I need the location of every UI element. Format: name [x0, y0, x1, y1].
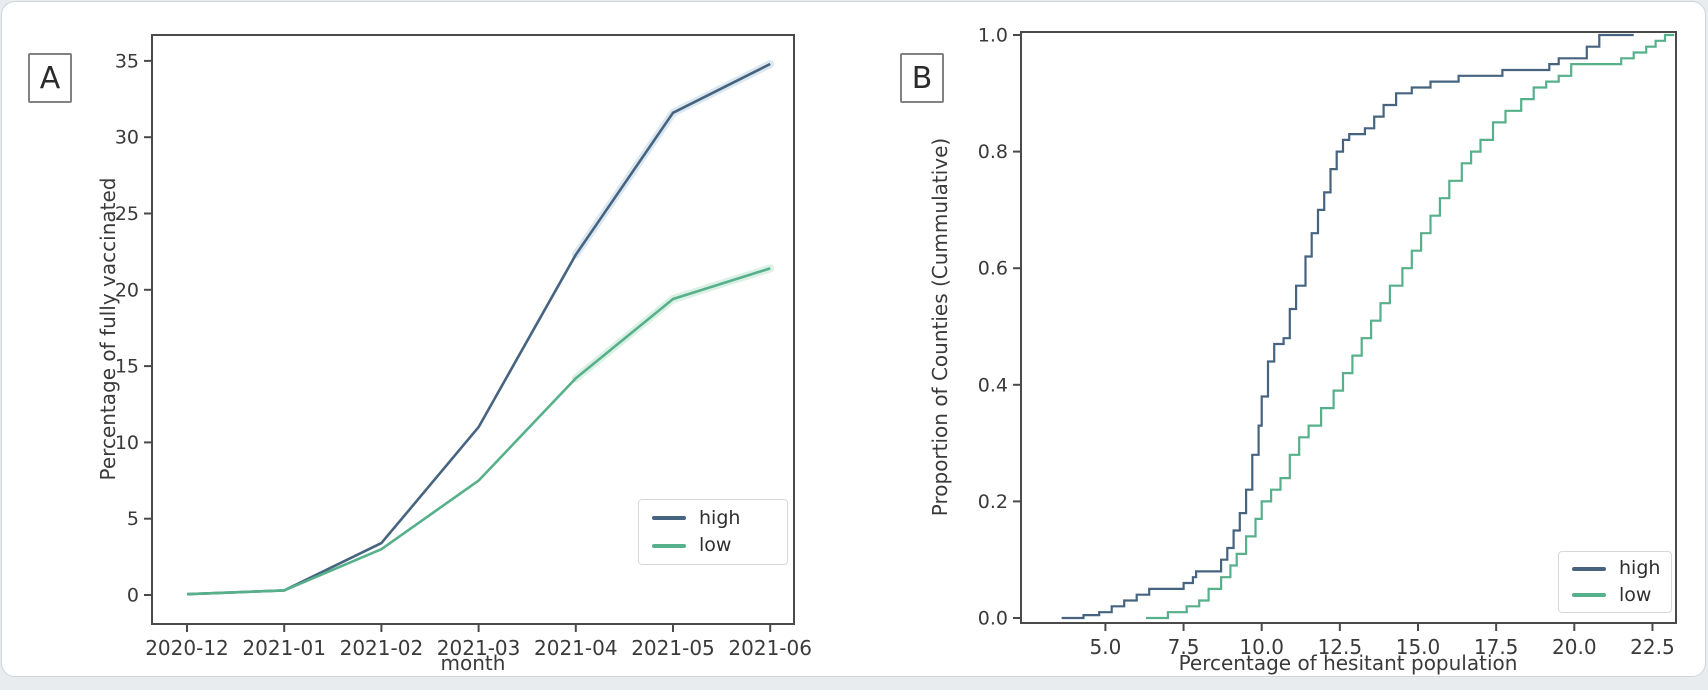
panel-a-tag: A	[28, 53, 72, 103]
panel-b: B 0.0 0.2 0.4 0.6 0.8 1.0 5.0 7.5 10.0 12.5 15.0 17…	[856, 2, 1705, 676]
svg-text:0.6: 0.6	[978, 258, 1008, 280]
svg-text:22.5: 22.5	[1630, 635, 1675, 659]
svg-text:2021-03: 2021-03	[437, 636, 521, 660]
y-axis: 0.0 0.2 0.4 0.6 0.8 1.0	[978, 25, 1021, 630]
low-confidence-band	[571, 264, 775, 383]
panel-b-x-axis-title: Percentage of hesitant population	[1178, 651, 1518, 675]
panel-a-x-axis-title: month	[440, 651, 506, 675]
legend-item-low: low	[639, 536, 787, 555]
high-line-swatch	[652, 516, 686, 520]
svg-text:2021-01: 2021-01	[242, 636, 326, 660]
svg-text:17.5: 17.5	[1474, 635, 1519, 659]
plot-frame	[1020, 31, 1677, 624]
x-axis: 5.0 7.5 10.0 12.5 15.0 17.5 20.0 22.5	[1089, 623, 1675, 659]
svg-text:10: 10	[115, 432, 139, 454]
svg-text:2021-06: 2021-06	[728, 636, 812, 660]
svg-text:2021-05: 2021-05	[631, 636, 715, 660]
figure-card: A 0 5 10 15 20 25 30 35 2020-12 2021-01 2021-02 202…	[1, 1, 1706, 677]
svg-text:2021-04: 2021-04	[534, 636, 618, 660]
panel-b-plot: 0.0 0.2 0.4 0.6 0.8 1.0 5.0 7.5 10.0 12.5 15.0 17.5…	[978, 25, 1677, 659]
svg-text:0: 0	[127, 585, 139, 607]
legend-label-high: high	[1619, 557, 1661, 580]
svg-text:12.5: 12.5	[1318, 635, 1363, 659]
svg-text:0.8: 0.8	[978, 141, 1008, 163]
panel-b-legend: high low	[1558, 551, 1672, 613]
x-axis: 2020-12 2021-01 2021-02 2021-03 2021-04 2021-…	[145, 624, 812, 660]
svg-text:25: 25	[115, 203, 139, 225]
legend-label-low: low	[699, 534, 732, 557]
svg-text:1.0: 1.0	[978, 25, 1008, 47]
svg-text:15: 15	[115, 356, 139, 378]
svg-text:0.0: 0.0	[978, 608, 1008, 630]
svg-text:2021-02: 2021-02	[340, 636, 424, 660]
legend-label-low: low	[1619, 583, 1652, 606]
legend-item-high: high	[1559, 559, 1671, 578]
legend-item-low: low	[1559, 583, 1671, 606]
svg-text:20.0: 20.0	[1552, 635, 1597, 659]
svg-text:5.0: 5.0	[1089, 635, 1121, 659]
svg-text:7.5: 7.5	[1168, 635, 1200, 659]
panel-a-legend: high low	[638, 499, 788, 565]
svg-text:2020-12: 2020-12	[145, 636, 229, 660]
plot-frame	[151, 34, 795, 625]
panel-a-y-axis-title: Percentage of fully vaccinated	[96, 177, 120, 481]
svg-text:0.2: 0.2	[978, 491, 1008, 513]
high-confidence-band	[571, 60, 775, 259]
svg-text:0.4: 0.4	[978, 374, 1008, 396]
svg-text:5: 5	[127, 508, 139, 530]
legend-item-high: high	[639, 506, 787, 529]
low-line-swatch	[652, 544, 686, 548]
legend-label-high: high	[699, 506, 741, 529]
panel-b-tag: B	[900, 53, 944, 103]
panel-a-plot: 0 5 10 15 20 25 30 35 2020-12 2021-01 2021-02 2021-…	[115, 34, 812, 660]
svg-text:10.0: 10.0	[1239, 635, 1284, 659]
svg-text:15.0: 15.0	[1396, 635, 1441, 659]
svg-text:35: 35	[115, 50, 139, 72]
panel-b-y-axis-title: Proportion of Counties (Cummulative)	[928, 137, 952, 517]
y-axis: 0 5 10 15 20 25 30 35	[115, 50, 152, 607]
svg-text:20: 20	[115, 279, 139, 301]
panel-a: A 0 5 10 15 20 25 30 35 2020-12 2021-01 2021-02 202…	[2, 2, 856, 676]
low-line-swatch	[1572, 593, 1606, 597]
low-line	[186, 267, 771, 596]
low-ecdf-line	[1146, 33, 1675, 620]
figure-row: A 0 5 10 15 20 25 30 35 2020-12 2021-01 2021-02 202…	[2, 2, 1705, 676]
svg-text:30: 30	[115, 127, 139, 149]
high-line-swatch	[1572, 567, 1606, 571]
high-ecdf-line	[1061, 33, 1634, 620]
